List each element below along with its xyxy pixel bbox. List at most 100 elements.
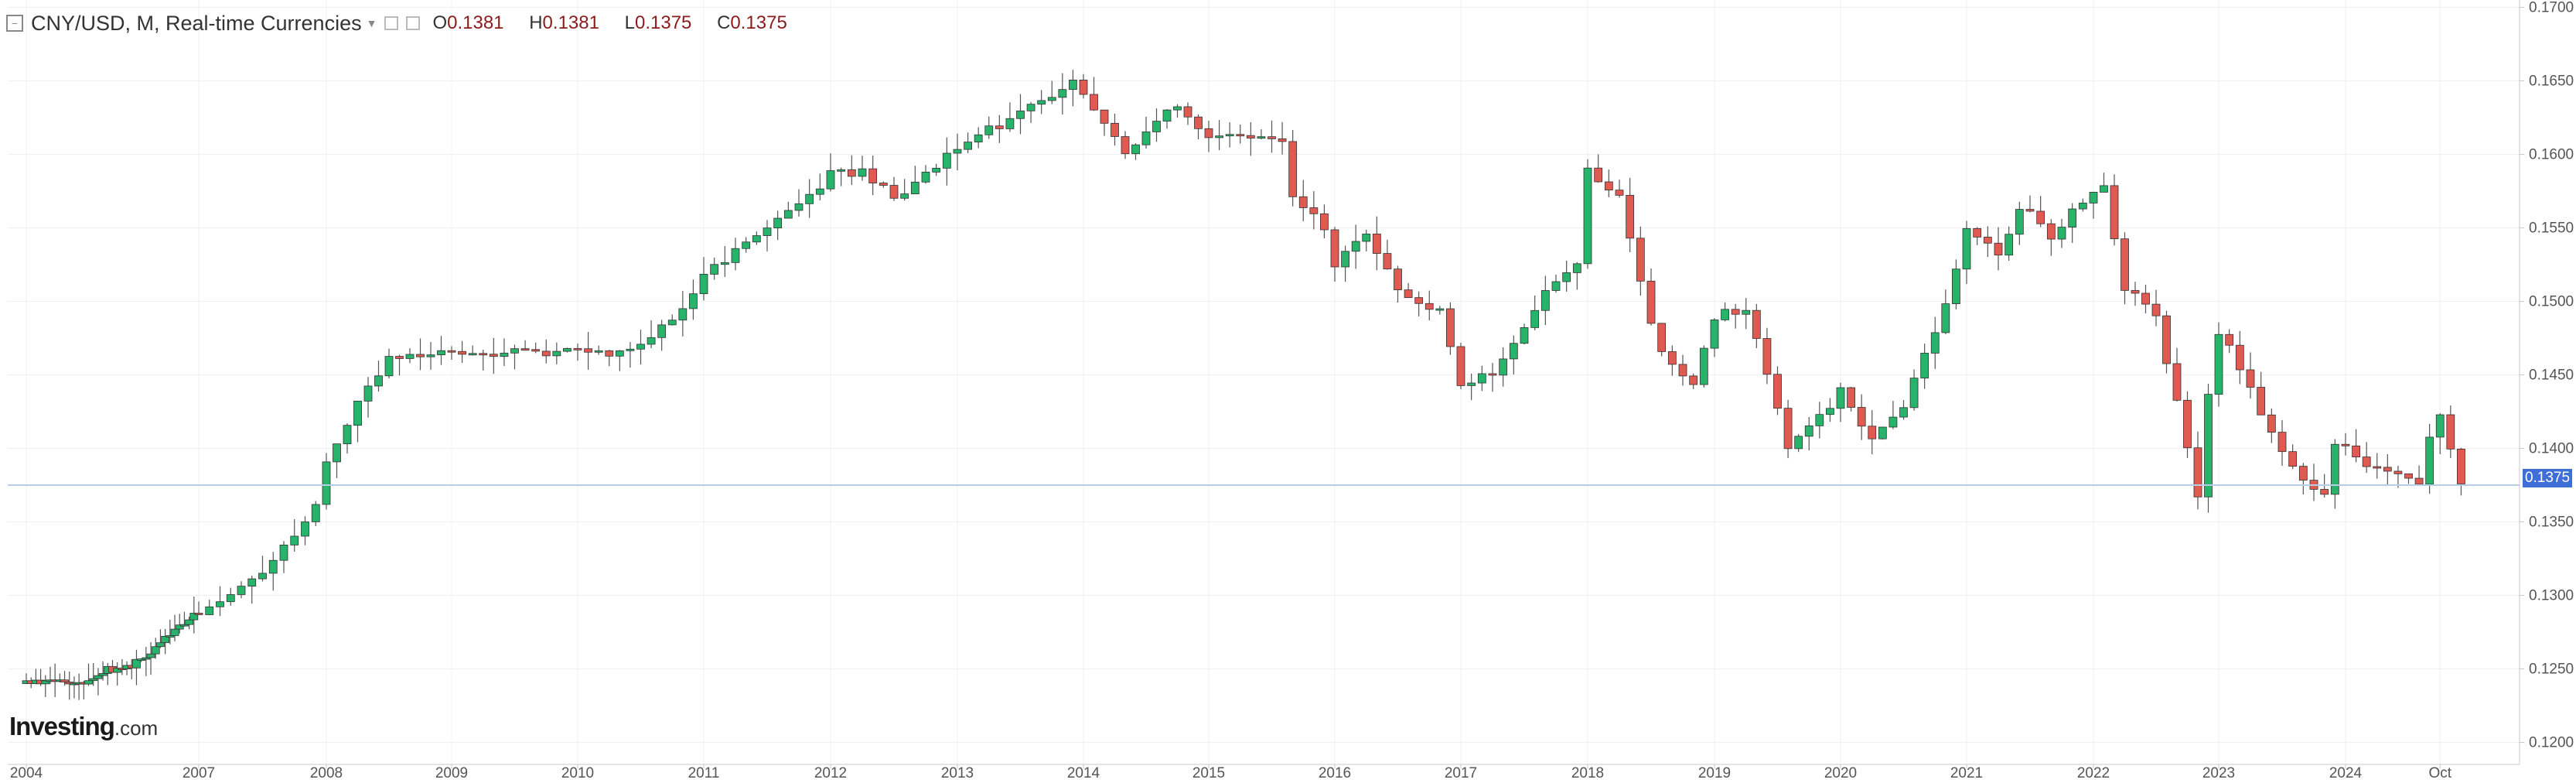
- candle-body-down: [2267, 414, 2276, 433]
- time-tick-label: 2009: [435, 765, 468, 781]
- candle-body-down: [520, 348, 530, 351]
- candle: [2446, 405, 2455, 458]
- candle-body-up: [1551, 281, 1561, 291]
- candle-body-up: [636, 344, 645, 350]
- candle: [1194, 114, 1203, 140]
- time-axis[interactable]: 2004 2007 2008 2009 2010 2011 2012 2013 2014 2015…: [10, 764, 2452, 781]
- candle-body-down: [2404, 473, 2413, 479]
- candle: [384, 348, 394, 379]
- high-key: H: [529, 12, 543, 33]
- candle-body-up: [180, 624, 189, 627]
- candle-body-up: [1804, 425, 1813, 437]
- candle: [1257, 129, 1266, 140]
- candle: [363, 377, 373, 418]
- candle: [2005, 226, 2014, 262]
- candle-body-up: [175, 624, 184, 630]
- candle: [405, 348, 415, 364]
- candle-body-up: [216, 601, 224, 607]
- candle: [311, 501, 320, 526]
- close-icon[interactable]: [406, 16, 421, 30]
- candle-body-down: [1973, 227, 1982, 238]
- candle: [1847, 386, 1855, 412]
- candle: [2457, 447, 2465, 496]
- candle-body-down: [1090, 94, 1098, 111]
- candle-body-down: [1994, 242, 2003, 256]
- time-tick-label: 2008: [310, 765, 343, 781]
- candle: [1268, 120, 1276, 153]
- candle: [794, 189, 804, 217]
- candle-body-down: [1636, 238, 1645, 282]
- candle-body-up: [563, 347, 571, 352]
- candle-body-down: [1394, 268, 1402, 291]
- time-tick-label: 2013: [941, 765, 974, 781]
- candle: [594, 345, 603, 355]
- candle: [1551, 274, 1561, 293]
- candle-body-up: [1152, 121, 1161, 132]
- candle: [458, 340, 466, 363]
- price-tick-label: 0.1450: [2529, 368, 2574, 384]
- candle-body-up: [1467, 382, 1476, 386]
- candle: [301, 516, 309, 545]
- candle: [763, 220, 772, 251]
- time-tick-label: Oct: [2428, 765, 2451, 781]
- candle-body-down: [1309, 207, 1319, 214]
- candle-body-down: [479, 353, 488, 356]
- candle-body-up: [1721, 309, 1729, 320]
- candle-body-up: [1225, 134, 1234, 137]
- low-value: 0.1375: [634, 12, 692, 33]
- candle: [984, 116, 994, 139]
- candle: [731, 238, 740, 271]
- candle-body-up: [301, 521, 309, 537]
- candle: [2121, 232, 2129, 305]
- collapse-icon[interactable]: −: [6, 15, 23, 32]
- candle-body-up: [1909, 378, 1919, 409]
- candle-body-up: [2089, 192, 2098, 203]
- candle-body-up: [363, 385, 373, 402]
- candle: [1604, 169, 1613, 198]
- candle: [205, 600, 214, 616]
- candle-body-down: [1783, 408, 1793, 450]
- candle-body-down: [2457, 448, 2465, 484]
- time-tick-label: 2014: [1067, 765, 1100, 781]
- candle-body-up: [942, 152, 951, 169]
- candle: [2036, 196, 2045, 227]
- candle: [2425, 423, 2434, 494]
- candle-body-down: [2383, 467, 2392, 472]
- candle: [2414, 465, 2424, 486]
- candle-body-up: [98, 673, 107, 676]
- candle: [1298, 180, 1308, 221]
- candle: [70, 676, 79, 699]
- candle-body-up: [594, 350, 603, 353]
- candle-body-down: [1204, 128, 1213, 138]
- investing-logo: Investing.com: [9, 712, 158, 741]
- candle-body-up: [1026, 104, 1036, 111]
- candle: [1657, 323, 1667, 357]
- candle: [1783, 399, 1793, 459]
- candle: [1773, 366, 1782, 415]
- candle-body-down: [1762, 338, 1772, 375]
- candle: [1646, 268, 1656, 326]
- candle: [89, 662, 98, 686]
- candle: [1320, 204, 1329, 239]
- candle: [1762, 327, 1772, 385]
- candle-body-up: [1047, 97, 1056, 101]
- dropdown-caret-icon[interactable]: ▼: [366, 17, 377, 29]
- candle: [1615, 180, 1624, 198]
- candle: [520, 340, 530, 351]
- candle: [921, 165, 930, 184]
- instrument-title[interactable]: CNY/USD, M, Real-time Currencies: [31, 11, 362, 35]
- candle: [1079, 74, 1088, 99]
- candle-body-down: [1657, 323, 1667, 352]
- candle: [2225, 329, 2234, 354]
- settings-icon[interactable]: [384, 16, 399, 30]
- candle-body-down: [879, 183, 888, 186]
- time-tick-label: 2007: [183, 765, 215, 781]
- candle: [161, 628, 170, 655]
- price-axis[interactable]: 0.1700 0.1650 0.1600 0.1550 0.1500 0.1450 0.14…: [2520, 0, 2574, 751]
- candle-body-down: [995, 125, 1004, 129]
- candle-body-up: [837, 169, 846, 172]
- candle-body-up: [189, 613, 199, 621]
- candle-body-down: [458, 350, 466, 355]
- candle-body-up: [689, 293, 698, 309]
